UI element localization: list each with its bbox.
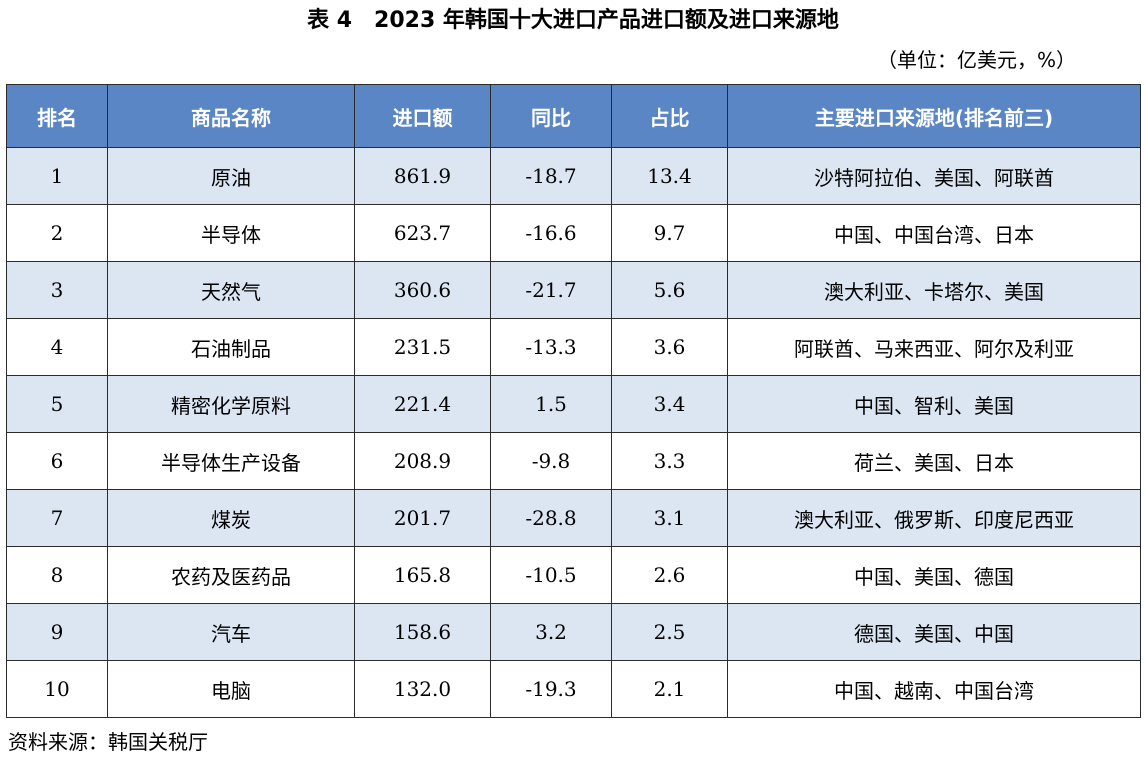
cell-sources: 沙特阿拉伯、美国、阿联酋 (727, 147, 1141, 205)
header-import-value: 进口额 (354, 84, 491, 148)
cell-product: 半导体生产设备 (107, 432, 355, 490)
cell-product: 汽车 (107, 603, 355, 661)
cell-sources: 澳大利亚、俄罗斯、印度尼西亚 (727, 489, 1141, 547)
cell-yoy: -19.3 (490, 660, 612, 718)
cell-import-value: 861.9 (354, 147, 491, 205)
cell-share: 3.3 (611, 432, 728, 490)
cell-import-value: 231.5 (354, 318, 491, 376)
cell-rank: 3 (6, 261, 108, 319)
cell-rank: 2 (6, 204, 108, 262)
cell-rank: 7 (6, 489, 108, 547)
cell-product: 半导体 (107, 204, 355, 262)
cell-share: 13.4 (611, 147, 728, 205)
cell-sources: 荷兰、美国、日本 (727, 432, 1141, 490)
header-rank: 排名 (6, 84, 108, 148)
import-table: 排名 商品名称 进口额 同比 占比 主要进口来源地(排名前三) 1 原油 861… (6, 84, 1141, 718)
cell-yoy: -28.8 (490, 489, 612, 547)
cell-sources: 中国、智利、美国 (727, 375, 1141, 433)
cell-yoy: -9.8 (490, 432, 612, 490)
table-row: 3 天然气 360.6 -21.7 5.6 澳大利亚、卡塔尔、美国 (6, 261, 1141, 319)
cell-rank: 1 (6, 147, 108, 205)
header-share: 占比 (611, 84, 728, 148)
header-product: 商品名称 (107, 84, 355, 148)
cell-rank: 8 (6, 546, 108, 604)
cell-product: 煤炭 (107, 489, 355, 547)
cell-share: 3.6 (611, 318, 728, 376)
unit-note: （单位：亿美元，%） (876, 48, 1076, 72)
cell-product: 原油 (107, 147, 355, 205)
cell-rank: 9 (6, 603, 108, 661)
cell-sources: 中国、美国、德国 (727, 546, 1141, 604)
cell-import-value: 132.0 (354, 660, 491, 718)
cell-sources: 中国、中国台湾、日本 (727, 204, 1141, 262)
table-title: 表 4 2023 年韩国十大进口产品进口额及进口来源地 (307, 8, 839, 33)
cell-product: 石油制品 (107, 318, 355, 376)
cell-import-value: 623.7 (354, 204, 491, 262)
header-yoy: 同比 (490, 84, 612, 148)
cell-sources: 阿联酋、马来西亚、阿尔及利亚 (727, 318, 1141, 376)
cell-share: 2.1 (611, 660, 728, 718)
cell-share: 2.6 (611, 546, 728, 604)
cell-share: 3.1 (611, 489, 728, 547)
cell-product: 天然气 (107, 261, 355, 319)
cell-rank: 5 (6, 375, 108, 433)
cell-share: 5.6 (611, 261, 728, 319)
source-note: 资料来源：韩国关税厅 (8, 730, 208, 754)
table-row: 1 原油 861.9 -18.7 13.4 沙特阿拉伯、美国、阿联酋 (6, 147, 1141, 205)
cell-share: 2.5 (611, 603, 728, 661)
cell-yoy: 1.5 (490, 375, 612, 433)
cell-import-value: 201.7 (354, 489, 491, 547)
header-sources: 主要进口来源地(排名前三) (727, 84, 1141, 148)
table-row: 2 半导体 623.7 -16.6 9.7 中国、中国台湾、日本 (6, 204, 1141, 262)
cell-yoy: 3.2 (490, 603, 612, 661)
cell-rank: 4 (6, 318, 108, 376)
cell-sources: 澳大利亚、卡塔尔、美国 (727, 261, 1141, 319)
cell-share: 3.4 (611, 375, 728, 433)
table-row: 10 电脑 132.0 -19.3 2.1 中国、越南、中国台湾 (6, 660, 1141, 718)
cell-yoy: -10.5 (490, 546, 612, 604)
cell-product: 农药及医药品 (107, 546, 355, 604)
cell-import-value: 208.9 (354, 432, 491, 490)
cell-import-value: 360.6 (354, 261, 491, 319)
cell-import-value: 221.4 (354, 375, 491, 433)
cell-share: 9.7 (611, 204, 728, 262)
cell-import-value: 158.6 (354, 603, 491, 661)
cell-yoy: -16.6 (490, 204, 612, 262)
table-row: 5 精密化学原料 221.4 1.5 3.4 中国、智利、美国 (6, 375, 1141, 433)
table-row: 8 农药及医药品 165.8 -10.5 2.6 中国、美国、德国 (6, 546, 1141, 604)
cell-rank: 10 (6, 660, 108, 718)
cell-yoy: -13.3 (490, 318, 612, 376)
cell-rank: 6 (6, 432, 108, 490)
cell-yoy: -21.7 (490, 261, 612, 319)
cell-product: 电脑 (107, 660, 355, 718)
table-row: 6 半导体生产设备 208.9 -9.8 3.3 荷兰、美国、日本 (6, 432, 1141, 490)
table-row: 7 煤炭 201.7 -28.8 3.1 澳大利亚、俄罗斯、印度尼西亚 (6, 489, 1141, 547)
cell-yoy: -18.7 (490, 147, 612, 205)
table-header-row: 排名 商品名称 进口额 同比 占比 主要进口来源地(排名前三) (6, 84, 1141, 148)
table-row: 4 石油制品 231.5 -13.3 3.6 阿联酋、马来西亚、阿尔及利亚 (6, 318, 1141, 376)
cell-product: 精密化学原料 (107, 375, 355, 433)
cell-sources: 德国、美国、中国 (727, 603, 1141, 661)
cell-import-value: 165.8 (354, 546, 491, 604)
table-row: 9 汽车 158.6 3.2 2.5 德国、美国、中国 (6, 603, 1141, 661)
cell-sources: 中国、越南、中国台湾 (727, 660, 1141, 718)
